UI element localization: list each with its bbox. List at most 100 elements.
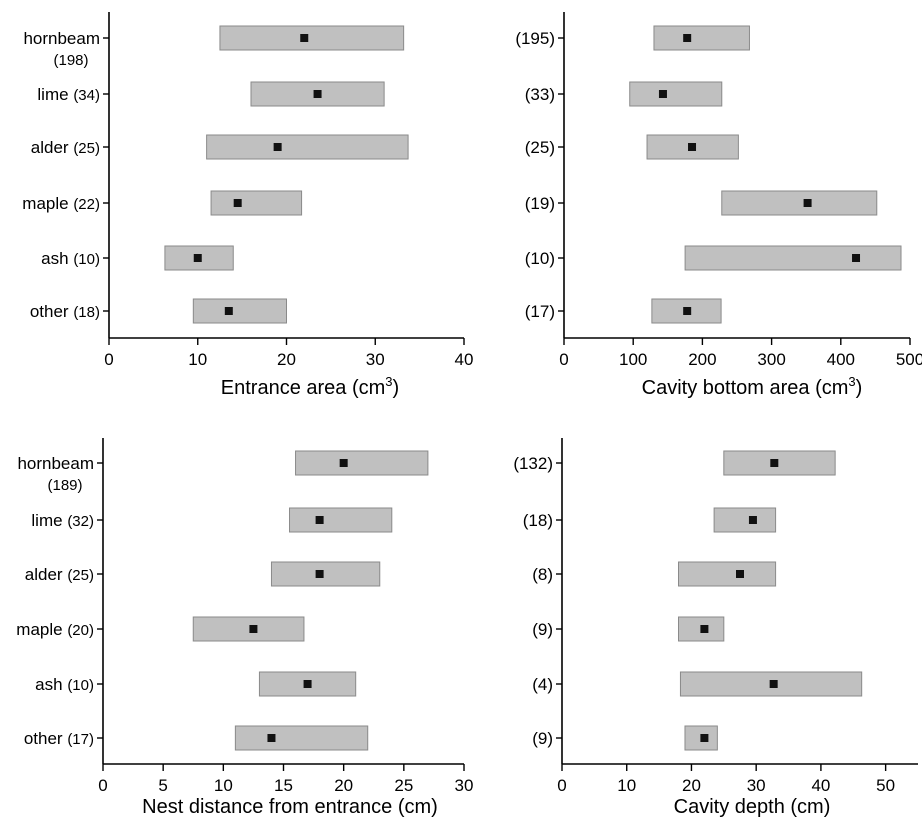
x-tick-label: 40 xyxy=(455,350,474,369)
mean-point xyxy=(303,680,312,688)
category-name: other xyxy=(24,729,67,748)
range-bar xyxy=(629,81,723,107)
category-name: lime xyxy=(31,511,67,530)
x-axis-label-close: ) xyxy=(393,377,400,399)
x-tick-label: 0 xyxy=(98,776,107,795)
x-tick-label: 20 xyxy=(682,776,701,795)
category-count: (20) xyxy=(67,622,94,639)
category-label: lime (32) xyxy=(31,511,94,530)
category-name: alder xyxy=(25,565,68,584)
mean-point xyxy=(736,570,744,578)
x-tick-label: 20 xyxy=(334,776,353,795)
category-count: (189) xyxy=(47,477,82,494)
category-count: (22) xyxy=(73,196,100,213)
x-tick-label: 30 xyxy=(366,350,385,369)
range-bar xyxy=(721,190,878,216)
x-tick-label: 30 xyxy=(747,776,766,795)
x-tick-label: 0 xyxy=(559,350,568,369)
category-label: (19) xyxy=(525,194,555,213)
x-axis-label: Entrance area (cm3) xyxy=(221,374,399,399)
mean-point xyxy=(339,459,348,467)
range-bar xyxy=(192,298,287,324)
category-label: alder (25) xyxy=(25,565,94,584)
x-axis-label-close: ) xyxy=(856,377,863,399)
category-label: other (18) xyxy=(30,302,100,321)
mean-point xyxy=(267,734,276,742)
mean-point xyxy=(315,570,324,578)
range-bar xyxy=(653,25,750,51)
x-axis-label-text: Nest distance from entrance (cm) xyxy=(142,796,438,818)
category-label: hornbeam xyxy=(17,454,94,473)
category-name: maple xyxy=(22,194,73,213)
x-axis-label: Cavity depth (cm) xyxy=(674,796,831,818)
mean-point xyxy=(313,90,322,98)
category-label: (33) xyxy=(525,85,555,104)
x-tick-label: 400 xyxy=(827,350,855,369)
x-axis-label-text: Cavity bottom area (cm xyxy=(642,377,849,399)
category-label: hornbeam xyxy=(23,29,100,48)
x-tick-label: 40 xyxy=(811,776,830,795)
range-bar xyxy=(206,134,409,160)
category-label: (25) xyxy=(525,138,555,157)
category-label: (18) xyxy=(523,511,553,530)
x-tick-label: 0 xyxy=(557,776,566,795)
category-label: (4) xyxy=(532,675,553,694)
x-axis-label: Nest distance from entrance (cm) xyxy=(142,796,438,818)
category-count: (198) xyxy=(53,52,88,69)
x-tick-label: 30 xyxy=(455,776,474,795)
range-bar xyxy=(684,245,902,271)
range-bar xyxy=(646,134,739,160)
category-label: alder (25) xyxy=(31,138,100,157)
mean-point xyxy=(700,734,709,742)
mean-point xyxy=(249,625,258,633)
category-count: (34) xyxy=(73,87,100,104)
category-count: (10) xyxy=(67,677,94,694)
category-name: lime xyxy=(37,85,73,104)
category-label: maple (22) xyxy=(22,194,100,213)
category-label: (10) xyxy=(525,249,555,268)
x-tick-label: 10 xyxy=(617,776,636,795)
x-axis-label-text: Cavity depth (cm) xyxy=(674,796,831,818)
category-label: other (17) xyxy=(24,729,94,748)
x-tick-label: 500 xyxy=(896,350,922,369)
x-axis-label-superscript: 3 xyxy=(385,374,392,389)
x-tick-label: 20 xyxy=(277,350,296,369)
x-axis-label-superscript: 3 xyxy=(848,374,855,389)
x-tick-label: 50 xyxy=(876,776,895,795)
category-count: (25) xyxy=(67,567,94,584)
x-tick-label: 300 xyxy=(757,350,785,369)
category-count: (10) xyxy=(73,251,100,268)
mean-point xyxy=(658,90,667,98)
chart-nest-distance: 0 5 10 15 20 25 30 hornbeam (189) lime (32) alder … xyxy=(16,438,473,818)
mean-point xyxy=(852,254,861,262)
category-label: ash (10) xyxy=(35,675,94,694)
x-tick-label: 0 xyxy=(104,350,113,369)
category-label: (17) xyxy=(525,302,555,321)
category-label: (9) xyxy=(532,729,553,748)
category-count: (32) xyxy=(67,513,94,530)
mean-point xyxy=(700,625,709,633)
category-label: maple (20) xyxy=(16,620,94,639)
category-count: (25) xyxy=(73,140,100,157)
category-name: ash xyxy=(35,675,67,694)
category-count: (17) xyxy=(67,731,94,748)
x-tick-label: 10 xyxy=(188,350,207,369)
category-label: lime (34) xyxy=(37,85,100,104)
x-axis-label: Cavity bottom area (cm3) xyxy=(642,374,863,399)
range-bar xyxy=(270,561,381,587)
category-label: (8) xyxy=(532,565,553,584)
chart-entrance-area: 0 10 20 30 40 hornbeam (198) lime (34) alder (25… xyxy=(22,12,473,399)
x-tick-label: 5 xyxy=(158,776,167,795)
range-bar xyxy=(192,616,305,642)
mean-point xyxy=(315,516,324,524)
category-name: ash xyxy=(41,249,73,268)
range-bar xyxy=(219,25,405,51)
category-count: (18) xyxy=(73,304,100,321)
mean-point xyxy=(683,34,692,42)
range-bar xyxy=(678,561,777,587)
mean-point xyxy=(233,199,242,207)
x-tick-label: 10 xyxy=(214,776,233,795)
x-tick-label: 25 xyxy=(394,776,413,795)
category-label: (195) xyxy=(515,29,555,48)
